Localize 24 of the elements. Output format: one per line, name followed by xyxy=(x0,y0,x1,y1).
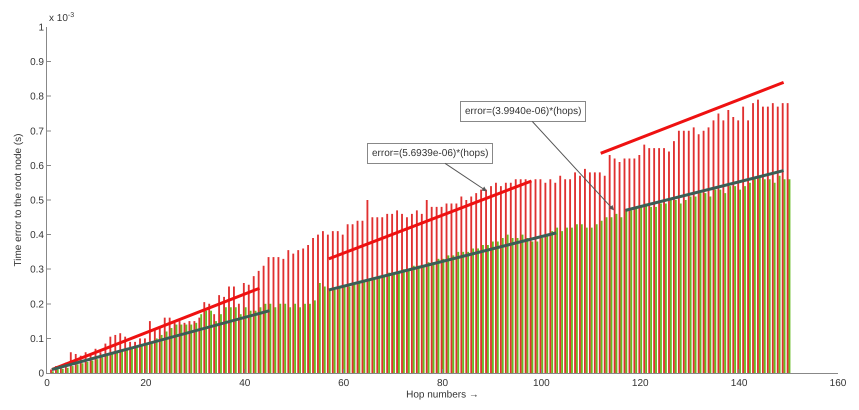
y-axis-title: Time error to the root node (s) xyxy=(13,133,24,267)
y-tick-label: 0.8 xyxy=(30,92,44,103)
y-tick-label: 0.3 xyxy=(30,264,44,276)
y-tick-label: 0.7 xyxy=(30,126,44,138)
y-tick-label: 0 xyxy=(38,368,44,380)
y-tick-label: 0.6 xyxy=(30,160,44,172)
x-tick-label: 40 xyxy=(239,378,251,389)
y-tick-label: 0.2 xyxy=(30,299,44,310)
x-tick-label: 20 xyxy=(140,378,152,389)
annotation: error=(3.9940e-06)*(hops) xyxy=(465,106,582,117)
x-tick-label: 60 xyxy=(338,378,350,389)
y-tick-label: 0.4 xyxy=(30,230,44,242)
y-tick-label: 0.5 xyxy=(30,196,44,206)
x-tick-label: 120 xyxy=(632,378,650,389)
x-tick-label: 160 xyxy=(830,378,847,389)
text: x 10$^{-3}$ xyxy=(49,12,74,24)
x-tick-label: 140 xyxy=(730,378,748,389)
x-axis-title: Hop numbers → xyxy=(406,390,479,400)
x-tick-label: 80 xyxy=(436,378,448,389)
x-tick-label: 100 xyxy=(533,378,550,389)
y-tick-label: 0.9 xyxy=(30,57,44,68)
annotation: error=(5.6939e-06)*(hops) xyxy=(372,148,488,159)
y-tick-label: 0.1 xyxy=(30,334,44,345)
y-tick-label: 1 xyxy=(38,22,44,34)
